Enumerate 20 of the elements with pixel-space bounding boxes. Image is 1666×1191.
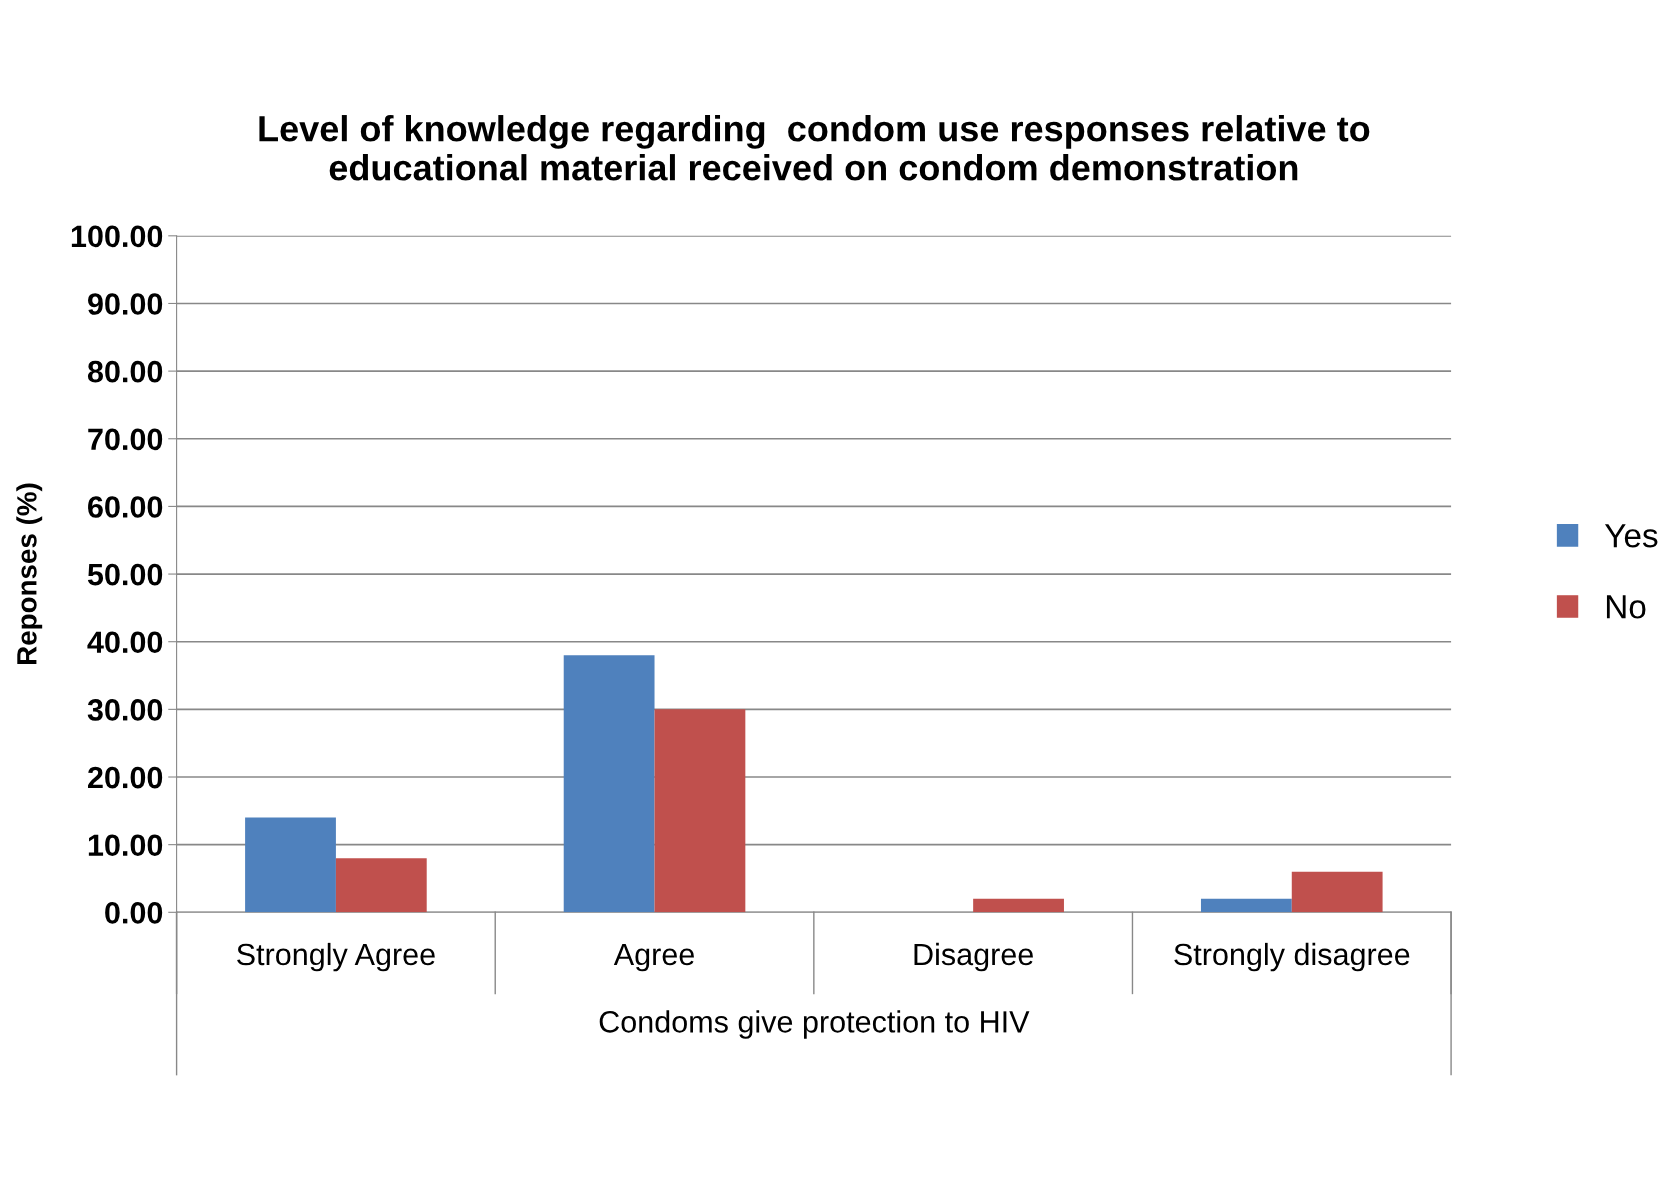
y-tick-label: 0.00 <box>105 902 163 924</box>
y-tick-label: 80.00 <box>87 360 163 383</box>
chart-title: Level of knowledge regarding condom use responses relative to educational material received on condom demonstration <box>259 115 1370 181</box>
y-tick-label: 70.00 <box>88 428 163 451</box>
y-tick-label: 10.00 <box>88 834 163 857</box>
legend-label: Yes <box>1604 524 1658 548</box>
y-axis-title: Reponses (%) <box>16 483 43 665</box>
x-axis-title: Condoms give protection to HIV <box>599 1010 1030 1039</box>
y-tick-label: 50.00 <box>87 563 163 586</box>
y-tick-label: 90.00 <box>88 293 163 315</box>
x-tick-label: Strongly disagree <box>1174 942 1410 972</box>
legend-label: No <box>1606 595 1646 619</box>
y-tick-label: 100.00 <box>71 225 163 248</box>
y-tick-label: 60.00 <box>88 496 163 518</box>
y-tick-label: 40.00 <box>87 631 163 654</box>
x-tick-label: Strongly Agree <box>237 942 435 972</box>
y-tick-label: 30.00 <box>87 699 163 721</box>
x-tick-label: Disagree <box>914 942 1033 972</box>
y-tick-label: 20.00 <box>88 766 163 789</box>
x-tick-label: Agree <box>613 943 694 972</box>
